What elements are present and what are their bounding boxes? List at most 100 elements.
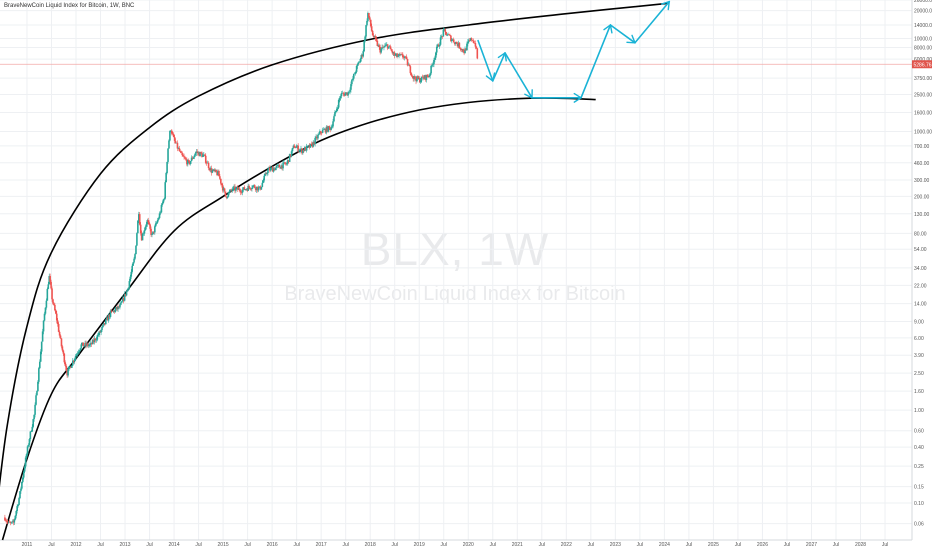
candle-body — [214, 169, 216, 171]
candle-body — [173, 137, 176, 141]
x-tick-label: 2019 — [414, 542, 425, 548]
y-tick-label: 3750.00 — [914, 76, 932, 82]
candle-body — [53, 303, 55, 305]
y-tick-label: 700.00 — [914, 144, 930, 150]
candle-body — [432, 64, 434, 65]
candle-body — [28, 439, 31, 445]
x-tick-label: Jul — [441, 542, 447, 548]
candle-body — [450, 35, 452, 42]
candle-body — [330, 127, 332, 130]
candle-body — [73, 358, 76, 362]
x-tick-label: Jul — [833, 542, 839, 548]
candle-body — [112, 310, 115, 312]
candle-body — [282, 162, 284, 169]
projection-arrowhead — [660, 0, 670, 5]
candle-body — [230, 189, 233, 191]
x-tick-label: 2028 — [855, 542, 866, 548]
candle-body — [390, 49, 393, 51]
candle-body — [366, 20, 368, 26]
candle-body — [172, 134, 175, 138]
candle-body — [250, 188, 252, 190]
candle-body — [226, 196, 229, 198]
candle-body — [123, 293, 126, 301]
candle-body — [198, 152, 200, 157]
projection-segment — [477, 39, 494, 82]
candle-body — [59, 335, 62, 339]
candle-body — [233, 186, 235, 188]
candle-body — [427, 76, 430, 78]
projection-segment — [634, 0, 671, 44]
projection-arrowhead — [524, 93, 533, 99]
candle-body — [224, 191, 227, 197]
candle-body — [140, 233, 143, 241]
candle-body — [257, 187, 260, 191]
candle-body — [22, 477, 24, 482]
candle-body — [419, 80, 422, 83]
candle-body — [180, 151, 183, 153]
candle-body — [383, 46, 385, 48]
candle-body — [5, 520, 7, 521]
candle-body — [97, 335, 100, 336]
candle-body — [88, 344, 91, 346]
candle-body — [280, 165, 282, 169]
y-tick-label: 1000.00 — [914, 129, 932, 135]
candle-body — [475, 46, 478, 49]
candle-body — [291, 148, 294, 152]
candle-body — [391, 50, 394, 54]
candle-body — [108, 314, 111, 317]
candle-body — [426, 74, 429, 77]
candle-body — [458, 42, 461, 49]
candle-body — [212, 169, 215, 171]
candle-body — [210, 168, 213, 173]
candle-body — [301, 148, 303, 154]
candle-body — [442, 29, 445, 37]
candle-body — [44, 307, 47, 314]
candle-body — [78, 350, 81, 353]
candle-body — [406, 59, 409, 66]
y-tick-label: 34.00 — [914, 266, 927, 272]
candle-body — [121, 301, 123, 303]
candle-body — [161, 203, 164, 205]
candle-body — [106, 317, 109, 321]
candle-body — [213, 169, 216, 171]
candle-body — [448, 34, 450, 36]
candle-body — [325, 126, 328, 133]
candle-body — [285, 163, 287, 165]
candle-body — [197, 152, 200, 153]
projection-segment — [609, 24, 636, 44]
candle-body — [238, 188, 241, 191]
candle-body — [452, 39, 455, 43]
candle-body — [138, 214, 141, 225]
candle-body — [203, 154, 205, 156]
candle-body — [29, 431, 32, 440]
symbol-title[interactable]: BraveNewCoin Liquid Index for Bitcoin, 1… — [4, 3, 135, 9]
candle-body — [38, 368, 40, 382]
candle-body — [269, 168, 271, 171]
candle-body — [151, 234, 153, 235]
projection-arrowhead — [631, 34, 636, 44]
candle-body — [345, 92, 348, 94]
candle-body — [8, 521, 11, 523]
x-tick-label: 2014 — [169, 542, 180, 548]
candle-body — [283, 162, 285, 163]
candle-body — [241, 189, 244, 193]
y-tick-label: 80.00 — [914, 231, 927, 237]
candle-body — [289, 154, 292, 157]
candle-body — [207, 162, 210, 169]
candle-body — [25, 454, 28, 458]
candle-body — [58, 331, 61, 336]
candle-body — [93, 338, 96, 343]
candle-body — [135, 245, 137, 255]
candle-body — [171, 133, 174, 135]
candle-body — [60, 338, 63, 347]
candle-body — [392, 52, 395, 54]
candle-body — [154, 223, 157, 227]
y-tick-label: 0.40 — [914, 445, 924, 451]
candle-body — [109, 310, 112, 317]
candle-body — [215, 169, 217, 172]
candle-body — [403, 56, 406, 58]
candle-body — [254, 187, 257, 191]
candle-body — [245, 189, 248, 190]
